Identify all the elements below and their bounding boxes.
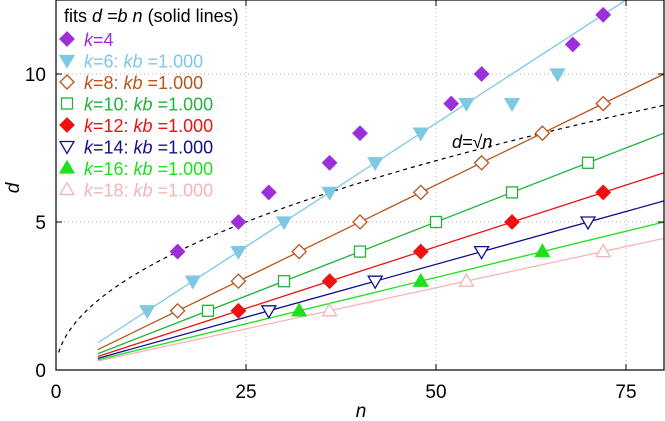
legend-label-0: k=4 — [84, 30, 114, 50]
point-series-0-0 — [169, 243, 186, 260]
fit-line-series-2 — [97, 73, 665, 351]
axis-ticks: 0 25 50 75 0 5 10 — [25, 0, 664, 403]
legend-marker-1 — [58, 54, 76, 69]
fit-line-series-6 — [97, 221, 665, 361]
plot-frame — [55, 0, 665, 371]
legend-marker-7 — [58, 181, 76, 196]
point-series-1-1 — [184, 275, 201, 290]
point-series-3-4 — [505, 186, 519, 199]
point-series-4-4 — [595, 184, 612, 201]
point-series-2-1 — [230, 273, 247, 290]
point-series-1-9 — [549, 68, 566, 83]
legend-label-7: k=18: kb =1.000 — [84, 181, 213, 201]
point-series-3-0 — [201, 304, 215, 317]
y-axis-label: d — [3, 181, 24, 193]
point-series-5-1 — [367, 275, 384, 290]
point-series-1-7 — [458, 97, 475, 112]
point-series-4-2 — [412, 243, 429, 260]
point-series-1-8 — [503, 97, 521, 112]
legend-label-2: k=8: kb =1.000 — [84, 73, 203, 93]
point-series-7-0 — [321, 302, 338, 317]
point-series-2-4 — [412, 184, 429, 201]
point-series-0-6 — [473, 66, 490, 82]
point-series-4-0 — [230, 302, 247, 319]
legend-label-1: k=6: kb =1.000 — [84, 52, 203, 72]
point-series-3-2 — [353, 245, 367, 258]
legend-title-suffix: (solid lines) — [143, 6, 239, 26]
point-series-0-5 — [443, 95, 460, 112]
fit-line-series-7 — [97, 237, 665, 362]
point-series-6-1 — [412, 272, 429, 287]
x-tick-label-3: 75 — [615, 382, 636, 403]
point-series-2-5 — [473, 154, 490, 171]
point-series-2-0 — [169, 302, 186, 319]
fit-line-series-4 — [97, 172, 665, 358]
point-series-1-2 — [230, 245, 247, 260]
point-series-5-2 — [473, 245, 490, 260]
legend-label-5: k=14: kb =1.000 — [84, 138, 213, 158]
point-series-1-6 — [412, 127, 429, 142]
point-series-0-7 — [564, 36, 581, 53]
point-series-5-3 — [579, 216, 597, 231]
x-tick-label-1: 25 — [235, 382, 256, 403]
legend-label-4: k=12: kb =1.000 — [84, 116, 213, 136]
legend-label-3: k=10: kb =1.000 — [84, 95, 213, 115]
sqrt-label-var: n — [482, 132, 492, 152]
point-series-0-2 — [260, 184, 277, 201]
legend-marker-3 — [60, 97, 74, 110]
point-series-2-2 — [291, 243, 308, 260]
point-series-0-8 — [595, 6, 612, 23]
point-series-1-3 — [275, 216, 293, 231]
point-series-7-2 — [595, 243, 612, 258]
legend-marker-0 — [59, 31, 75, 47]
y-tick-label-2: 10 — [25, 65, 46, 86]
legend-marker-6 — [58, 159, 76, 174]
point-series-6-0 — [291, 302, 308, 317]
sqrt-curve-label: d=√n — [452, 132, 492, 152]
x-axis-label: n — [356, 401, 367, 421]
point-series-4-1 — [321, 273, 338, 290]
legend-title-formula: d =b n — [92, 6, 143, 26]
point-series-1-0 — [139, 305, 156, 320]
point-series-0-1 — [230, 214, 247, 230]
legend-marker-2 — [59, 74, 75, 90]
point-series-7-1 — [458, 272, 475, 287]
point-series-1-5 — [367, 157, 384, 172]
point-series-3-1 — [277, 275, 291, 288]
sqrt-label-radical: √ — [473, 132, 483, 152]
legend-marker-4 — [59, 117, 75, 133]
fit-line-series-3 — [97, 132, 665, 355]
sqrt-label-lhs: d= — [452, 132, 473, 152]
x-tick-label-0: 0 — [51, 382, 62, 403]
legend-label-6: k=16: kb =1.000 — [84, 159, 213, 179]
x-tick-label-2: 50 — [425, 382, 446, 403]
point-series-1-4 — [321, 186, 338, 201]
reference-curve-layer — [58, 104, 665, 353]
point-series-2-7 — [595, 95, 612, 112]
y-tick-label-1: 5 — [35, 213, 46, 234]
legend-title-prefix: fits — [64, 6, 92, 26]
point-series-2-3 — [352, 214, 368, 230]
data-points — [139, 6, 612, 320]
legend-marker-5 — [58, 140, 76, 155]
point-series-5-0 — [260, 305, 277, 320]
sqrt-reference-curve — [58, 104, 665, 353]
point-series-0-3 — [321, 154, 338, 171]
point-series-2-6 — [534, 125, 551, 142]
point-series-4-3 — [504, 214, 520, 230]
point-series-0-4 — [352, 125, 368, 142]
point-series-3-3 — [429, 215, 443, 229]
point-series-3-5 — [581, 156, 595, 169]
legend-title: fits d =b n (solid lines) — [64, 6, 239, 26]
point-series-6-2 — [534, 243, 551, 258]
y-tick-label-0: 0 — [35, 361, 46, 382]
